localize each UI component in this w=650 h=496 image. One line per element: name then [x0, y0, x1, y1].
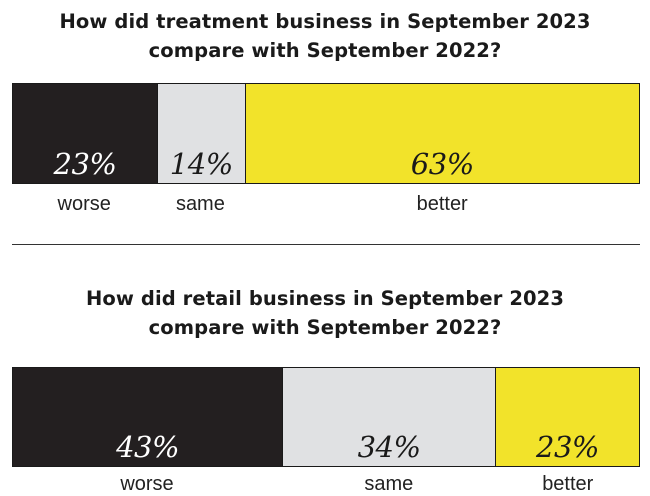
- retail-chart-title-line-1: How did retail business in September 202…: [85, 287, 565, 310]
- treatment-chart-title-line-1: How did treatment business in September …: [59, 10, 591, 33]
- retail-category-label-better: better: [542, 473, 594, 495]
- treatment-stacked-bar: 23% 14% 63%: [12, 83, 640, 184]
- treatment-category-labels: worse same better: [12, 192, 640, 216]
- retail-category-label-worse: worse: [120, 473, 174, 495]
- treatment-category-label-better: better: [416, 193, 468, 215]
- treatment-chart-title-line-2: compare with September 2022?: [148, 39, 502, 62]
- treatment-bar-segment-better: 63%: [244, 84, 639, 183]
- treatment-bar-segment-worse: 23%: [13, 84, 157, 183]
- retail-category-label-same: same: [364, 473, 414, 495]
- retail-value-label-worse: 43%: [116, 430, 180, 464]
- retail-value-label-better: 23%: [536, 430, 599, 464]
- retail-stacked-bar: 43% 34% 23%: [12, 367, 640, 467]
- retail-chart-title-line-2: compare with September 2022?: [148, 316, 502, 339]
- treatment-category-label-worse: worse: [57, 193, 111, 215]
- treatment-value-label-worse: 23%: [53, 147, 117, 181]
- retail-chart-title: How did retail business in September 202…: [0, 284, 650, 342]
- treatment-category-label-same: same: [175, 193, 225, 215]
- section-divider: [12, 244, 640, 245]
- retail-value-label-same: 34%: [357, 430, 421, 464]
- treatment-value-label-same: 14%: [169, 147, 233, 181]
- treatment-bar-segment-same: 14%: [156, 84, 245, 183]
- retail-bar-segment-same: 34%: [282, 368, 495, 466]
- retail-bar-segment-worse: 43%: [13, 368, 283, 466]
- retail-bar-segment-better: 23%: [495, 368, 639, 466]
- treatment-value-label-better: 63%: [410, 147, 474, 181]
- treatment-chart-title: How did treatment business in September …: [0, 7, 650, 65]
- retail-category-labels: worse same better: [12, 472, 640, 496]
